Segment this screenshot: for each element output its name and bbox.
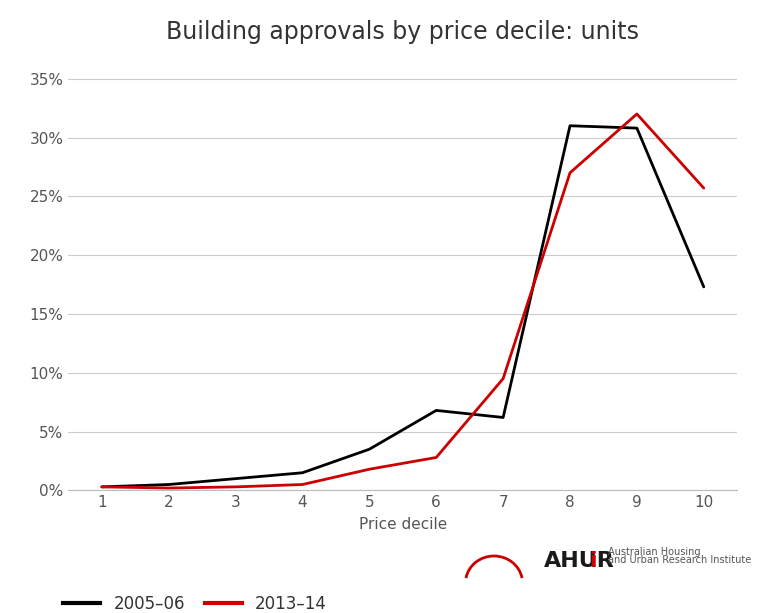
Title: Building approvals by price decile: units: Building approvals by price decile: unit… bbox=[166, 20, 639, 44]
X-axis label: Price decile: Price decile bbox=[359, 517, 447, 532]
Legend: 2005–06, 2013–14: 2005–06, 2013–14 bbox=[63, 595, 327, 612]
Text: Australian Housing: Australian Housing bbox=[608, 547, 701, 557]
Text: AHUR: AHUR bbox=[543, 551, 614, 571]
Text: and Urban Research Institute: and Urban Research Institute bbox=[608, 555, 751, 565]
Text: i: i bbox=[589, 551, 597, 571]
